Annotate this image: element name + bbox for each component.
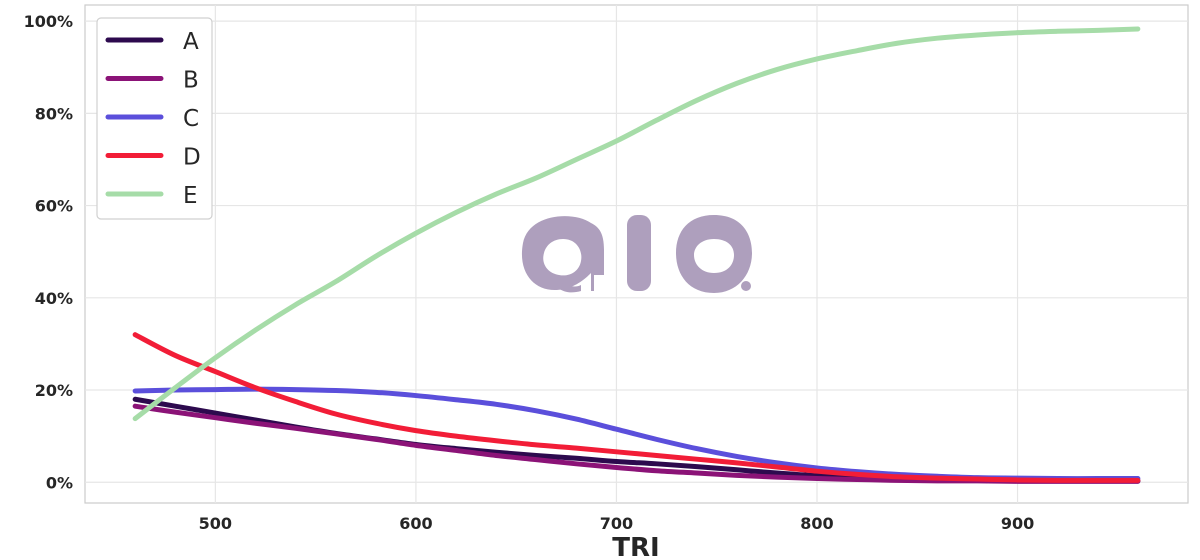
x-tick-label: 500 bbox=[199, 514, 232, 533]
x-tick-label: 900 bbox=[1001, 514, 1034, 533]
y-tick-label: 20% bbox=[35, 381, 73, 400]
x-tick-label: 600 bbox=[399, 514, 432, 533]
x-tick-label: 700 bbox=[600, 514, 633, 533]
legend-label-a: A bbox=[183, 29, 199, 55]
x-axis-title: TRI bbox=[612, 533, 659, 560]
y-axis-ticks: 0% 20% 40% 60% 80% 100% bbox=[24, 12, 73, 492]
series-line-e bbox=[132, 26, 1141, 422]
logo-letter-a bbox=[521, 216, 604, 291]
y-tick-label: 0% bbox=[46, 473, 73, 492]
logo-letter-i-mask bbox=[594, 275, 614, 295]
aio-logo-watermark bbox=[521, 215, 752, 295]
x-tick-label: 800 bbox=[800, 514, 833, 533]
legend-label-c: C bbox=[183, 106, 199, 132]
y-tick-label: 80% bbox=[35, 104, 73, 123]
logo-letter-o bbox=[676, 215, 752, 293]
logo-letter-i bbox=[627, 215, 651, 291]
legend-label-e: E bbox=[183, 183, 198, 209]
series-layer bbox=[132, 26, 1141, 484]
logo-dot bbox=[741, 281, 751, 291]
y-tick-label: 60% bbox=[35, 197, 73, 216]
y-tick-label: 100% bbox=[24, 12, 73, 31]
x-axis-ticks: 500 600 700 800 900 bbox=[199, 514, 1035, 533]
logo-letter-a-tail bbox=[549, 271, 581, 293]
y-tick-label: 40% bbox=[35, 289, 73, 308]
series-line-d bbox=[132, 332, 1141, 483]
legend-label-d: D bbox=[183, 145, 201, 171]
legend-label-b: B bbox=[183, 68, 199, 94]
